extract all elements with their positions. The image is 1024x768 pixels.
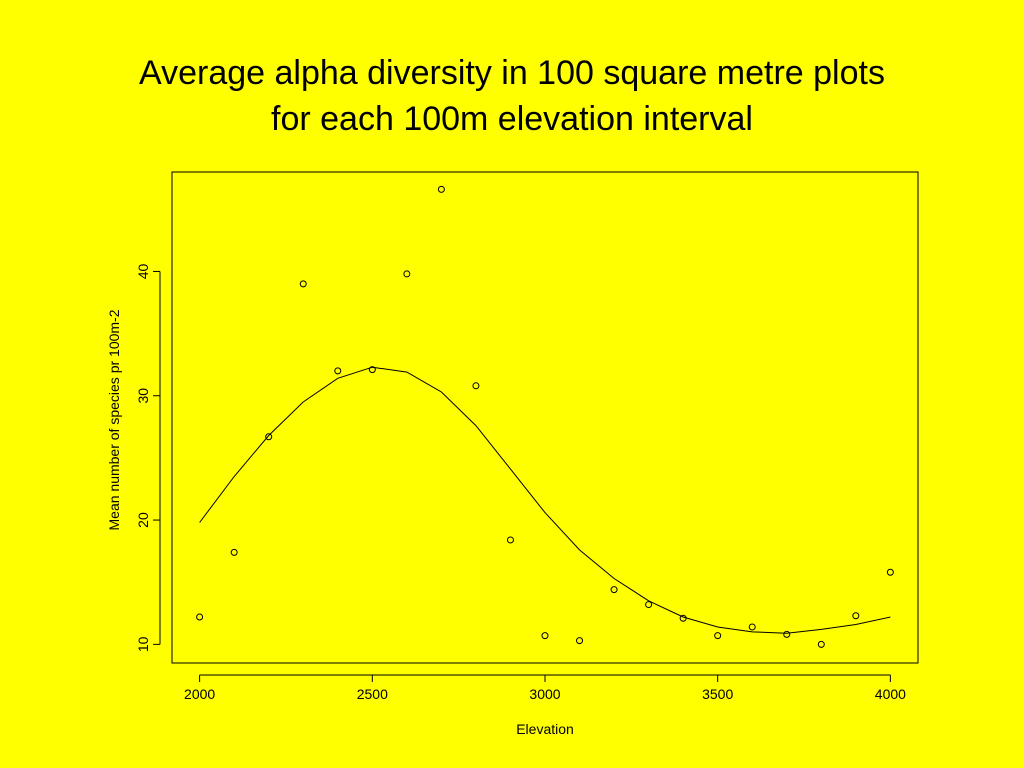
data-point xyxy=(817,640,825,648)
x-tick-label: 3500 xyxy=(702,686,733,702)
y-axis-label: Mean number of species pr 100m-2 xyxy=(106,309,122,530)
x-tick-label: 2500 xyxy=(357,686,388,702)
x-tick-label: 2000 xyxy=(184,686,215,702)
x-axis-label: Elevation xyxy=(516,721,574,737)
data-point xyxy=(645,601,653,609)
title-line-2: for each 100m elevation interval xyxy=(271,100,753,138)
data-point xyxy=(679,614,687,622)
data-point xyxy=(506,536,514,544)
data-points xyxy=(196,185,894,648)
smooth-curve xyxy=(199,366,891,634)
data-point xyxy=(610,586,618,594)
title-line-1: Average alpha diversity in 100 square me… xyxy=(139,54,885,92)
data-point xyxy=(265,433,273,441)
x-tick-label: 4000 xyxy=(875,686,906,702)
data-point xyxy=(368,366,376,374)
data-point xyxy=(714,632,722,640)
data-point xyxy=(196,613,204,621)
slide-title: Average alpha diversity in 100 square me… xyxy=(0,50,1024,142)
y-tick-label: 40 xyxy=(135,263,151,279)
data-point xyxy=(783,630,791,638)
data-point xyxy=(299,280,307,288)
data-point xyxy=(334,367,342,375)
y-tick-label: 30 xyxy=(135,388,151,404)
data-point xyxy=(403,270,411,278)
x-axis: 2000 2500 3000 3500 4000 xyxy=(184,674,906,702)
data-point xyxy=(437,185,445,193)
data-point xyxy=(541,632,549,640)
x-tick-label: 3000 xyxy=(529,686,560,702)
data-point xyxy=(472,382,480,390)
plot-frame xyxy=(171,171,919,664)
y-tick-label: 10 xyxy=(135,636,151,652)
data-point xyxy=(230,548,238,556)
y-tick-label: 20 xyxy=(135,512,151,528)
data-point xyxy=(852,612,860,620)
data-point xyxy=(886,568,894,576)
data-point xyxy=(748,623,756,631)
y-axis: 10 20 30 40 xyxy=(135,263,161,652)
data-point xyxy=(576,637,584,645)
